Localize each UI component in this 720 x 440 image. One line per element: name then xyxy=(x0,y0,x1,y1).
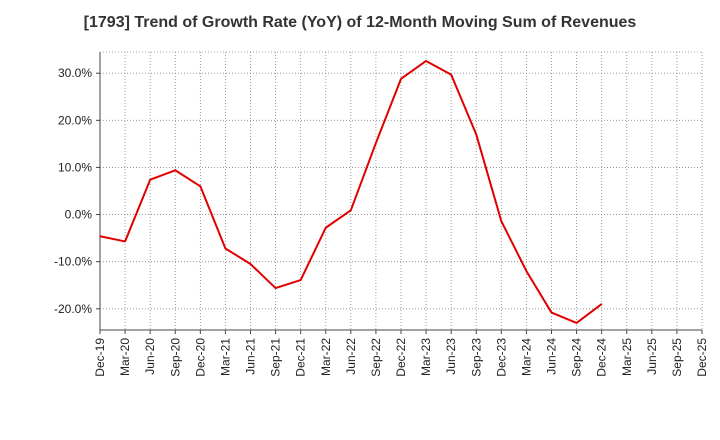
x-tick-label: Jun-23 xyxy=(444,338,458,375)
data-point xyxy=(174,169,176,171)
x-tick-label: Jun-25 xyxy=(645,338,659,375)
x-tick-label: Dec-22 xyxy=(394,338,408,377)
y-tick-label: -20.0% xyxy=(54,302,92,316)
data-point xyxy=(274,287,277,289)
y-tick-label: 30.0% xyxy=(58,66,92,80)
y-tick-label: 10.0% xyxy=(58,160,92,174)
x-tick-label: Sep-25 xyxy=(670,338,684,377)
data-point xyxy=(249,263,252,265)
data-point xyxy=(124,240,126,243)
data-point xyxy=(300,279,302,281)
x-tick-label: Jun-24 xyxy=(545,338,559,375)
x-tick-label: Dec-20 xyxy=(193,338,207,377)
data-point xyxy=(525,270,528,272)
y-tick-label: -10.0% xyxy=(54,255,92,269)
x-tick-label: Mar-25 xyxy=(620,338,634,376)
data-point xyxy=(99,235,101,237)
x-tick-label: Dec-23 xyxy=(494,338,508,377)
x-tick-label: Jun-21 xyxy=(244,338,258,375)
x-tick-label: Dec-21 xyxy=(294,338,308,377)
data-point xyxy=(601,303,603,305)
data-point xyxy=(224,247,227,250)
x-tick-label: Mar-23 xyxy=(419,338,433,376)
x-tick-label: Dec-19 xyxy=(93,338,107,377)
x-tick-label: Jun-22 xyxy=(344,338,358,375)
data-point xyxy=(149,179,151,181)
x-tick-label: Sep-24 xyxy=(570,338,584,377)
data-point xyxy=(575,322,578,324)
chart-title: [1793] Trend of Growth Rate (YoY) of 12-… xyxy=(83,14,637,31)
x-tick-label: Mar-21 xyxy=(218,338,232,376)
x-tick-label: Sep-22 xyxy=(369,338,383,377)
x-tick-label: Mar-24 xyxy=(519,338,533,376)
x-tick-label: Sep-20 xyxy=(168,338,182,377)
data-point xyxy=(450,74,452,76)
x-tick-label: Sep-21 xyxy=(269,338,283,377)
x-tick-label: Dec-24 xyxy=(595,338,609,377)
x-tick-label: Mar-22 xyxy=(319,338,333,376)
x-tick-label: Mar-20 xyxy=(118,338,132,376)
x-tick-label: Jun-20 xyxy=(143,338,157,375)
data-point xyxy=(325,227,327,229)
data-point xyxy=(199,185,201,187)
data-point xyxy=(425,60,427,62)
data-point xyxy=(475,133,477,136)
data-point xyxy=(375,142,377,144)
data-point xyxy=(350,209,352,211)
data-point xyxy=(400,78,402,80)
y-tick-label: 0.0% xyxy=(65,208,93,222)
x-tick-label: Dec-25 xyxy=(695,338,709,377)
x-tick-label: Sep-23 xyxy=(469,338,483,377)
y-tick-label: 20.0% xyxy=(58,113,92,127)
data-point xyxy=(550,311,553,314)
data-point xyxy=(500,220,502,222)
